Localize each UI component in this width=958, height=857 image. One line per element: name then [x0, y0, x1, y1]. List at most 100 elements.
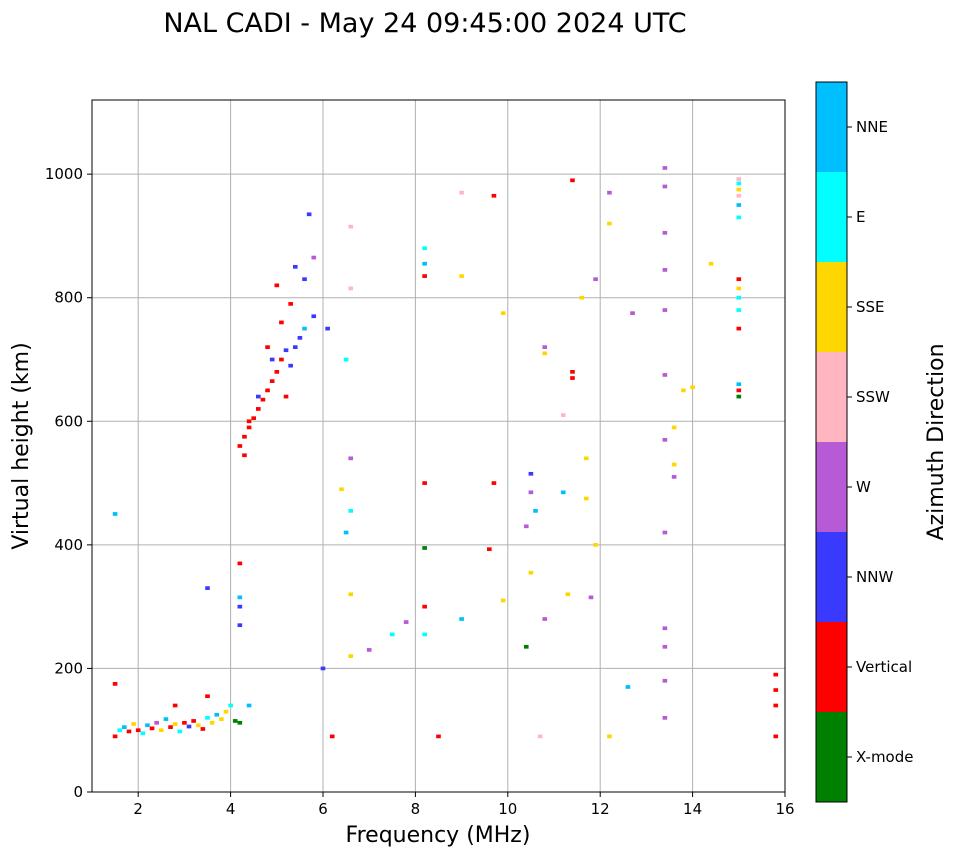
data-point	[172, 722, 178, 726]
data-point	[237, 623, 243, 628]
data-point	[403, 620, 409, 624]
data-point	[662, 437, 668, 442]
data-point	[182, 720, 187, 725]
y-tick-label: 200	[54, 659, 83, 677]
data-point	[773, 688, 779, 692]
data-point	[209, 720, 215, 725]
data-point	[366, 648, 372, 652]
data-point	[422, 604, 427, 609]
colorbar: X-mode Vertical NNW W SSW SSE E NNE Azimuth Dir…	[815, 81, 949, 803]
data-point	[422, 261, 427, 266]
data-point	[736, 187, 742, 192]
colorbar-segment	[816, 532, 847, 622]
colorbar-segment	[816, 712, 847, 802]
data-point	[542, 351, 548, 356]
data-point	[736, 394, 742, 399]
colorbar-segment	[816, 82, 847, 172]
y-tick-label: 0	[73, 783, 83, 801]
data-point	[736, 308, 742, 312]
data-point	[348, 456, 354, 461]
data-point	[279, 357, 284, 362]
data-point	[339, 487, 344, 492]
colorbar-label: E	[856, 208, 865, 226]
colorbar-label: W	[856, 478, 871, 496]
data-point	[251, 416, 257, 421]
x-tick-label: 16	[775, 800, 794, 818]
colorbar-segment	[816, 622, 847, 712]
data-point	[145, 723, 150, 728]
data-point	[736, 215, 742, 220]
data-point	[736, 326, 742, 331]
y-tick-label: 400	[54, 536, 83, 554]
colorbar-segment	[816, 352, 847, 442]
plot-background	[92, 100, 785, 792]
data-point	[297, 336, 303, 340]
data-point	[325, 326, 330, 331]
data-point	[343, 530, 349, 535]
data-point	[265, 345, 270, 349]
data-point	[422, 632, 427, 637]
data-point	[607, 734, 612, 739]
data-point	[459, 190, 464, 195]
x-axis-ticks: 2 4 6 8 10 12 14 16	[133, 792, 795, 818]
data-point	[570, 370, 575, 374]
y-tick-label: 600	[54, 412, 83, 430]
data-point	[528, 490, 534, 495]
colorbar-label: NNE	[856, 118, 888, 136]
data-point	[533, 509, 538, 513]
data-point	[237, 604, 243, 609]
data-point	[542, 345, 548, 349]
data-point	[306, 212, 312, 217]
data-point	[163, 717, 169, 721]
data-point	[607, 221, 612, 226]
x-tick-label: 12	[591, 800, 610, 818]
data-point	[662, 184, 668, 189]
colorbar-segment	[816, 262, 847, 352]
data-point	[773, 703, 779, 708]
data-point	[205, 716, 210, 720]
colorbar-labels: X-mode Vertical NNW W SSW SSE E NNE	[847, 118, 913, 766]
data-point	[117, 728, 123, 733]
data-point	[736, 286, 742, 291]
data-point	[560, 413, 566, 417]
data-point	[560, 490, 566, 495]
data-point	[214, 712, 220, 717]
data-point	[112, 682, 118, 686]
chart-title: NAL CADI - May 24 09:45:00 2024 UTC	[163, 8, 686, 39]
data-point	[487, 547, 492, 552]
data-point	[671, 475, 677, 479]
data-point	[523, 644, 529, 649]
data-point	[269, 357, 275, 362]
data-point	[736, 193, 742, 198]
y-axis-ticks: 0 200 400 600 800 1000	[45, 165, 92, 801]
data-point	[736, 181, 742, 186]
data-point	[436, 734, 441, 739]
data-point	[523, 524, 529, 529]
x-tick-label: 2	[133, 800, 143, 818]
data-point	[122, 725, 127, 729]
data-point	[343, 357, 349, 362]
data-point	[630, 311, 635, 316]
data-point	[237, 720, 243, 725]
data-point	[256, 407, 261, 411]
data-point	[302, 326, 307, 331]
colorbar-title: Azimuth Direction	[924, 343, 949, 540]
colorbar-label: SSW	[856, 388, 890, 406]
data-point	[736, 295, 742, 300]
data-point	[348, 592, 354, 597]
data-point	[219, 717, 224, 721]
data-point	[288, 302, 293, 306]
colorbar-frame	[815, 81, 848, 803]
data-point	[311, 255, 317, 260]
data-point	[570, 376, 575, 380]
x-axis-label: Frequency (MHz)	[346, 823, 531, 848]
data-point	[246, 425, 252, 430]
colorbar-label: SSE	[856, 298, 885, 316]
data-point	[256, 394, 261, 399]
data-point	[491, 481, 497, 485]
data-point	[736, 388, 742, 393]
data-point	[126, 729, 132, 734]
data-point	[422, 246, 427, 251]
data-point	[302, 277, 307, 282]
x-tick-label: 4	[226, 800, 236, 818]
